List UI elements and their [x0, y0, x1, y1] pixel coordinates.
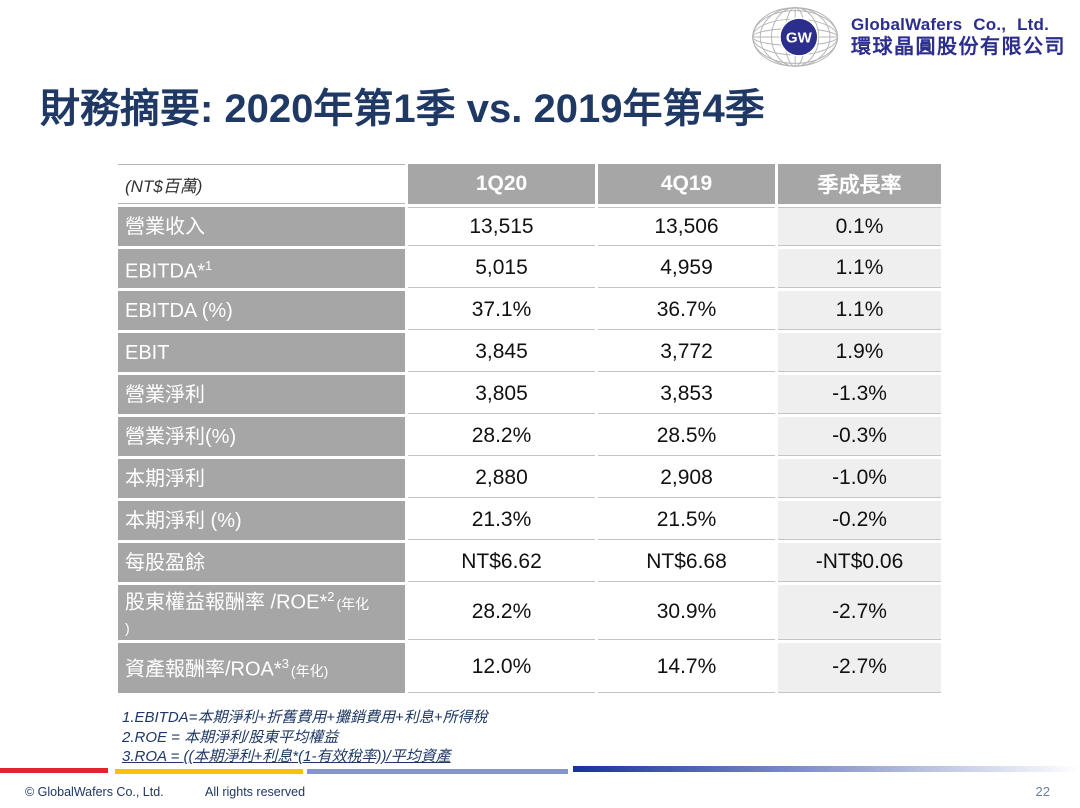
row-label-text: 本期淨利 (%) [125, 509, 242, 532]
row-label: 股東權益報酬率 /ROE*2 (年化 ) [118, 585, 405, 640]
row-label-text: 股東權益報酬率 /ROE*2 (年化 [125, 589, 370, 614]
row-label: EBITDA*1 [118, 249, 405, 288]
rights-text: All rights reserved [205, 785, 306, 799]
value-4q19: 28.5% [598, 417, 775, 456]
row-label-text: 每股盈餘 [125, 551, 205, 574]
table-row: EBITDA*1 5,015 4,959 1.1% [118, 249, 941, 288]
row-label-text: 營業淨利(%) [125, 425, 237, 448]
value-qoq-growth: 1.1% [778, 249, 941, 288]
value-4q19: 4,959 [598, 249, 775, 288]
column-header-4q19: 4Q19 [598, 164, 775, 204]
divider-bar-red [0, 768, 108, 773]
company-name-zh: 環球晶圓股份有限公司 [851, 36, 1066, 58]
row-label-annotation: (年化) [290, 662, 329, 679]
value-1q20: NT$6.62 [408, 543, 595, 582]
value-qoq-growth: -2.7% [778, 585, 941, 640]
value-1q20: 28.2% [408, 417, 595, 456]
row-label-text: EBITDA*1 [125, 257, 213, 283]
table-header-row: (NT$百萬) 1Q20 4Q19 季成長率 [118, 164, 941, 204]
value-qoq-growth: 0.1% [778, 207, 941, 246]
table-row: 營業淨利 3,805 3,853 -1.3% [118, 375, 941, 414]
table-unit-label: (NT$百萬) [118, 164, 405, 204]
value-qoq-growth: -1.0% [778, 459, 941, 498]
value-qoq-growth: 1.1% [778, 291, 941, 330]
row-label: 本期淨利 [118, 459, 405, 498]
table-row: 本期淨利 2,880 2,908 -1.0% [118, 459, 941, 498]
value-1q20: 5,015 [408, 249, 595, 288]
value-4q19: NT$6.68 [598, 543, 775, 582]
value-4q19: 21.5% [598, 501, 775, 540]
table-row: EBITDA (%) 37.1% 36.7% 1.1% [118, 291, 941, 330]
footnotes: 1.EBITDA=本期淨利+折舊費用+攤銷費用+利息+所得稅 2.ROE = 本… [122, 708, 488, 767]
row-label: 營業淨利 [118, 375, 405, 414]
value-4q19: 13,506 [598, 207, 775, 246]
row-label-superscript: 1 [205, 257, 213, 273]
value-4q19: 2,908 [598, 459, 775, 498]
value-qoq-growth: 1.9% [778, 333, 941, 372]
value-1q20: 37.1% [408, 291, 595, 330]
value-4q19: 36.7% [598, 291, 775, 330]
value-1q20: 13,515 [408, 207, 595, 246]
value-4q19: 3,853 [598, 375, 775, 414]
page-title: 財務摘要: 2020年第1季 vs. 2019年第4季 [40, 87, 765, 131]
value-4q19: 3,772 [598, 333, 775, 372]
value-1q20: 3,805 [408, 375, 595, 414]
company-name-en: GlobalWafers Co., Ltd. [851, 15, 1050, 34]
row-label-text: EBITDA (%) [125, 299, 233, 322]
page-number: 22 [1035, 784, 1050, 799]
row-label-text: 營業淨利 [125, 383, 205, 406]
copyright-text: © GlobalWafers Co., Ltd. [25, 785, 164, 799]
table-row: 營業淨利(%) 28.2% 28.5% -0.3% [118, 417, 941, 456]
row-label-annotation: (年化 [336, 595, 370, 612]
row-label: 營業淨利(%) [118, 417, 405, 456]
table-row: 資產報酬率/ROA*3 (年化) 12.0% 14.7% -2.7% [118, 642, 941, 693]
row-label: EBIT [118, 333, 405, 372]
value-4q19: 14.7% [598, 642, 775, 693]
table-row: 每股盈餘 NT$6.62 NT$6.68 -NT$0.06 [118, 543, 941, 582]
row-label-text: 營業收入 [125, 215, 205, 238]
row-label-superscript: 2 [327, 589, 335, 604]
row-label: 本期淨利 (%) [118, 501, 405, 540]
value-1q20: 21.3% [408, 501, 595, 540]
value-4q19: 30.9% [598, 585, 775, 640]
value-qoq-growth: -NT$0.06 [778, 543, 941, 582]
divider-bar-gradient [573, 766, 1080, 772]
logo-monogram-circle [779, 17, 819, 57]
value-1q20: 3,845 [408, 333, 595, 372]
row-label: 每股盈餘 [118, 543, 405, 582]
financial-table: (NT$百萬) 1Q20 4Q19 季成長率 營業收入 13,515 13,50… [118, 164, 941, 696]
table-row: 股東權益報酬率 /ROE*2 (年化 ) 28.2% 30.9% -2.7% [118, 585, 941, 640]
row-label-text: 本期淨利 [125, 467, 205, 490]
table-body: 營業收入 13,515 13,506 0.1% EBITDA*1 5,015 4… [118, 207, 941, 693]
value-qoq-growth: -0.3% [778, 417, 941, 456]
footnote-roe: 2.ROE = 本期淨利/股東平均權益 [122, 728, 339, 746]
value-1q20: 2,880 [408, 459, 595, 498]
row-label-superscript: 3 [281, 656, 289, 672]
row-label-annotation-wrap: ) [125, 619, 130, 636]
logo-monogram: GW [786, 29, 813, 46]
logo-text: GlobalWafers Co., Ltd. 環球晶圓股份有限公司 [851, 14, 1066, 60]
value-1q20: 28.2% [408, 585, 595, 640]
company-logo: GW GlobalWafers Co., Ltd. 環球晶圓股份有限公司 [749, 4, 1066, 70]
value-qoq-growth: -1.3% [778, 375, 941, 414]
table-row: 本期淨利 (%) 21.3% 21.5% -0.2% [118, 501, 941, 540]
divider-bar-orange [115, 769, 303, 774]
row-label-text: 資產報酬率/ROA*3 (年化) [125, 656, 329, 681]
value-qoq-growth: -0.2% [778, 501, 941, 540]
row-label: 資產報酬率/ROA*3 (年化) [118, 642, 405, 693]
divider-bar-periwinkle [307, 769, 568, 774]
column-header-1q20: 1Q20 [408, 164, 595, 204]
row-label-text: EBIT [125, 341, 170, 364]
footnote-ebitda: 1.EBITDA=本期淨利+折舊費用+攤銷費用+利息+所得稅 [122, 709, 488, 726]
row-label: EBITDA (%) [118, 291, 405, 330]
globalwafers-globe-icon: GW [752, 7, 839, 67]
table-row: 營業收入 13,515 13,506 0.1% [118, 207, 941, 246]
row-label: 營業收入 [118, 207, 405, 246]
column-header-qoq-growth: 季成長率 [778, 164, 941, 204]
table-row: EBIT 3,845 3,772 1.9% [118, 333, 941, 372]
value-qoq-growth: -2.7% [778, 642, 941, 693]
value-1q20: 12.0% [408, 642, 595, 693]
footnote-roa: 3.ROA = ((本期淨利+利息*(1-有效稅率))/平均資產 [122, 748, 451, 765]
